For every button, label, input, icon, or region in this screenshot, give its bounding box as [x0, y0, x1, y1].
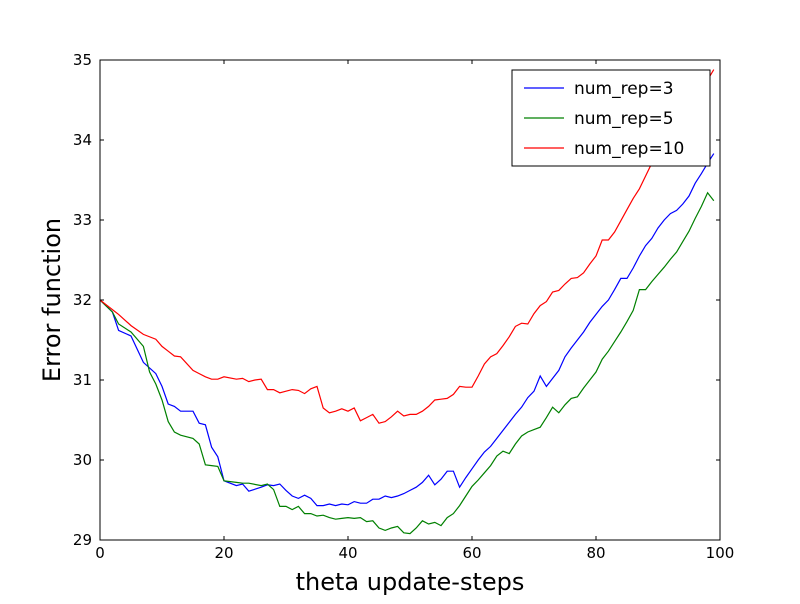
y-tick-label: 32 [73, 291, 92, 309]
series-layer [100, 69, 715, 535]
x-tick-label: 60 [462, 544, 481, 562]
x-tick-label: 20 [214, 544, 233, 562]
y-tick-label: 33 [73, 211, 92, 229]
legend: num_rep=3 num_rep=5 num_rep=10 [511, 69, 711, 167]
ticks-layer: 0 20 40 60 80 100 29 30 31 32 33 34 35 [73, 51, 734, 562]
y-tick-label: 34 [73, 131, 92, 149]
x-tick-label: 40 [338, 544, 357, 562]
y-axis-label: Error function [38, 218, 66, 382]
y-tick-label: 35 [73, 51, 92, 69]
x-tick-label: 100 [706, 544, 735, 562]
y-tick-label: 29 [73, 531, 92, 549]
y-tick-label: 30 [73, 451, 92, 469]
legend-label-2: num_rep=5 [574, 109, 674, 129]
x-tick-label: 0 [95, 544, 105, 562]
series-line-1 [100, 153, 715, 507]
y-tick-label: 31 [73, 371, 92, 389]
series-line-3 [100, 69, 715, 424]
legend-label-1: num_rep=3 [574, 79, 674, 99]
x-axis-label: theta update-steps [296, 568, 525, 596]
legend-label-3: num_rep=10 [574, 139, 684, 159]
x-tick-label: 80 [586, 544, 605, 562]
series-line-2 [100, 191, 715, 535]
